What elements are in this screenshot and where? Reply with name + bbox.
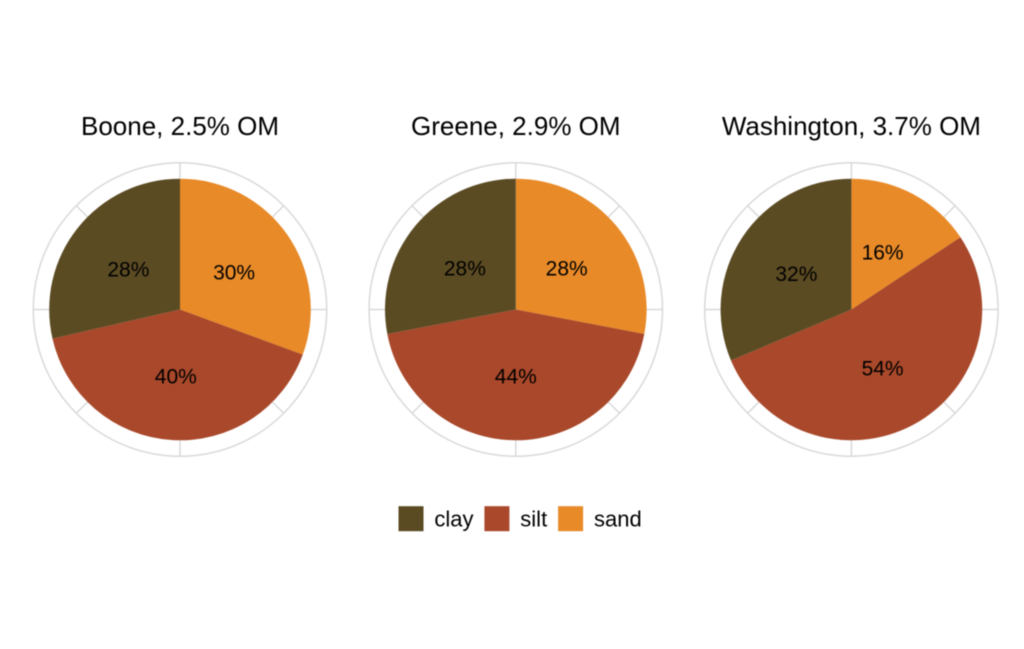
svg-text:16%: 16% [862, 241, 904, 264]
svg-text:silt: silt [520, 507, 547, 532]
svg-text:40%: 40% [155, 365, 197, 388]
svg-text:30%: 30% [213, 262, 255, 285]
svg-text:28%: 28% [444, 257, 486, 280]
svg-text:sand: sand [594, 507, 642, 532]
svg-text:Boone, 2.5% OM: Boone, 2.5% OM [81, 111, 279, 141]
svg-text:32%: 32% [775, 263, 817, 286]
svg-text:44%: 44% [495, 366, 537, 389]
svg-text:28%: 28% [546, 257, 588, 280]
svg-text:Washington, 3.7% OM: Washington, 3.7% OM [722, 111, 981, 141]
svg-text:28%: 28% [107, 258, 149, 281]
svg-text:Greene, 2.9% OM: Greene, 2.9% OM [411, 111, 621, 141]
svg-text:clay: clay [434, 507, 473, 532]
svg-text:54%: 54% [862, 358, 904, 381]
